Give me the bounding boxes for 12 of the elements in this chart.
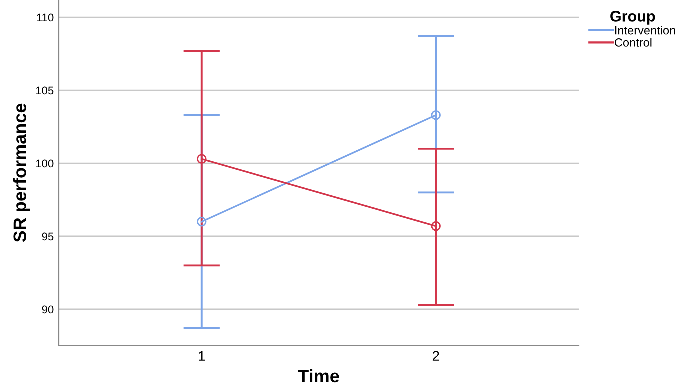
legend-title: Group	[610, 11, 656, 25]
x-tick-label: 1	[199, 351, 206, 361]
y-tick-label: 105	[36, 86, 54, 95]
x-tick-label: 2	[432, 351, 440, 361]
legend-label: Control	[615, 38, 652, 47]
x-axis-title: Time	[298, 369, 340, 383]
legend-label: Intervention	[616, 26, 676, 35]
y-tick-label: 90	[42, 306, 54, 314]
y-tick-label: 95	[42, 232, 54, 241]
y-axis-title: SR performance	[13, 104, 30, 242]
y-tick-label: 110	[37, 14, 54, 22]
y-tick-label: 100	[36, 160, 54, 168]
